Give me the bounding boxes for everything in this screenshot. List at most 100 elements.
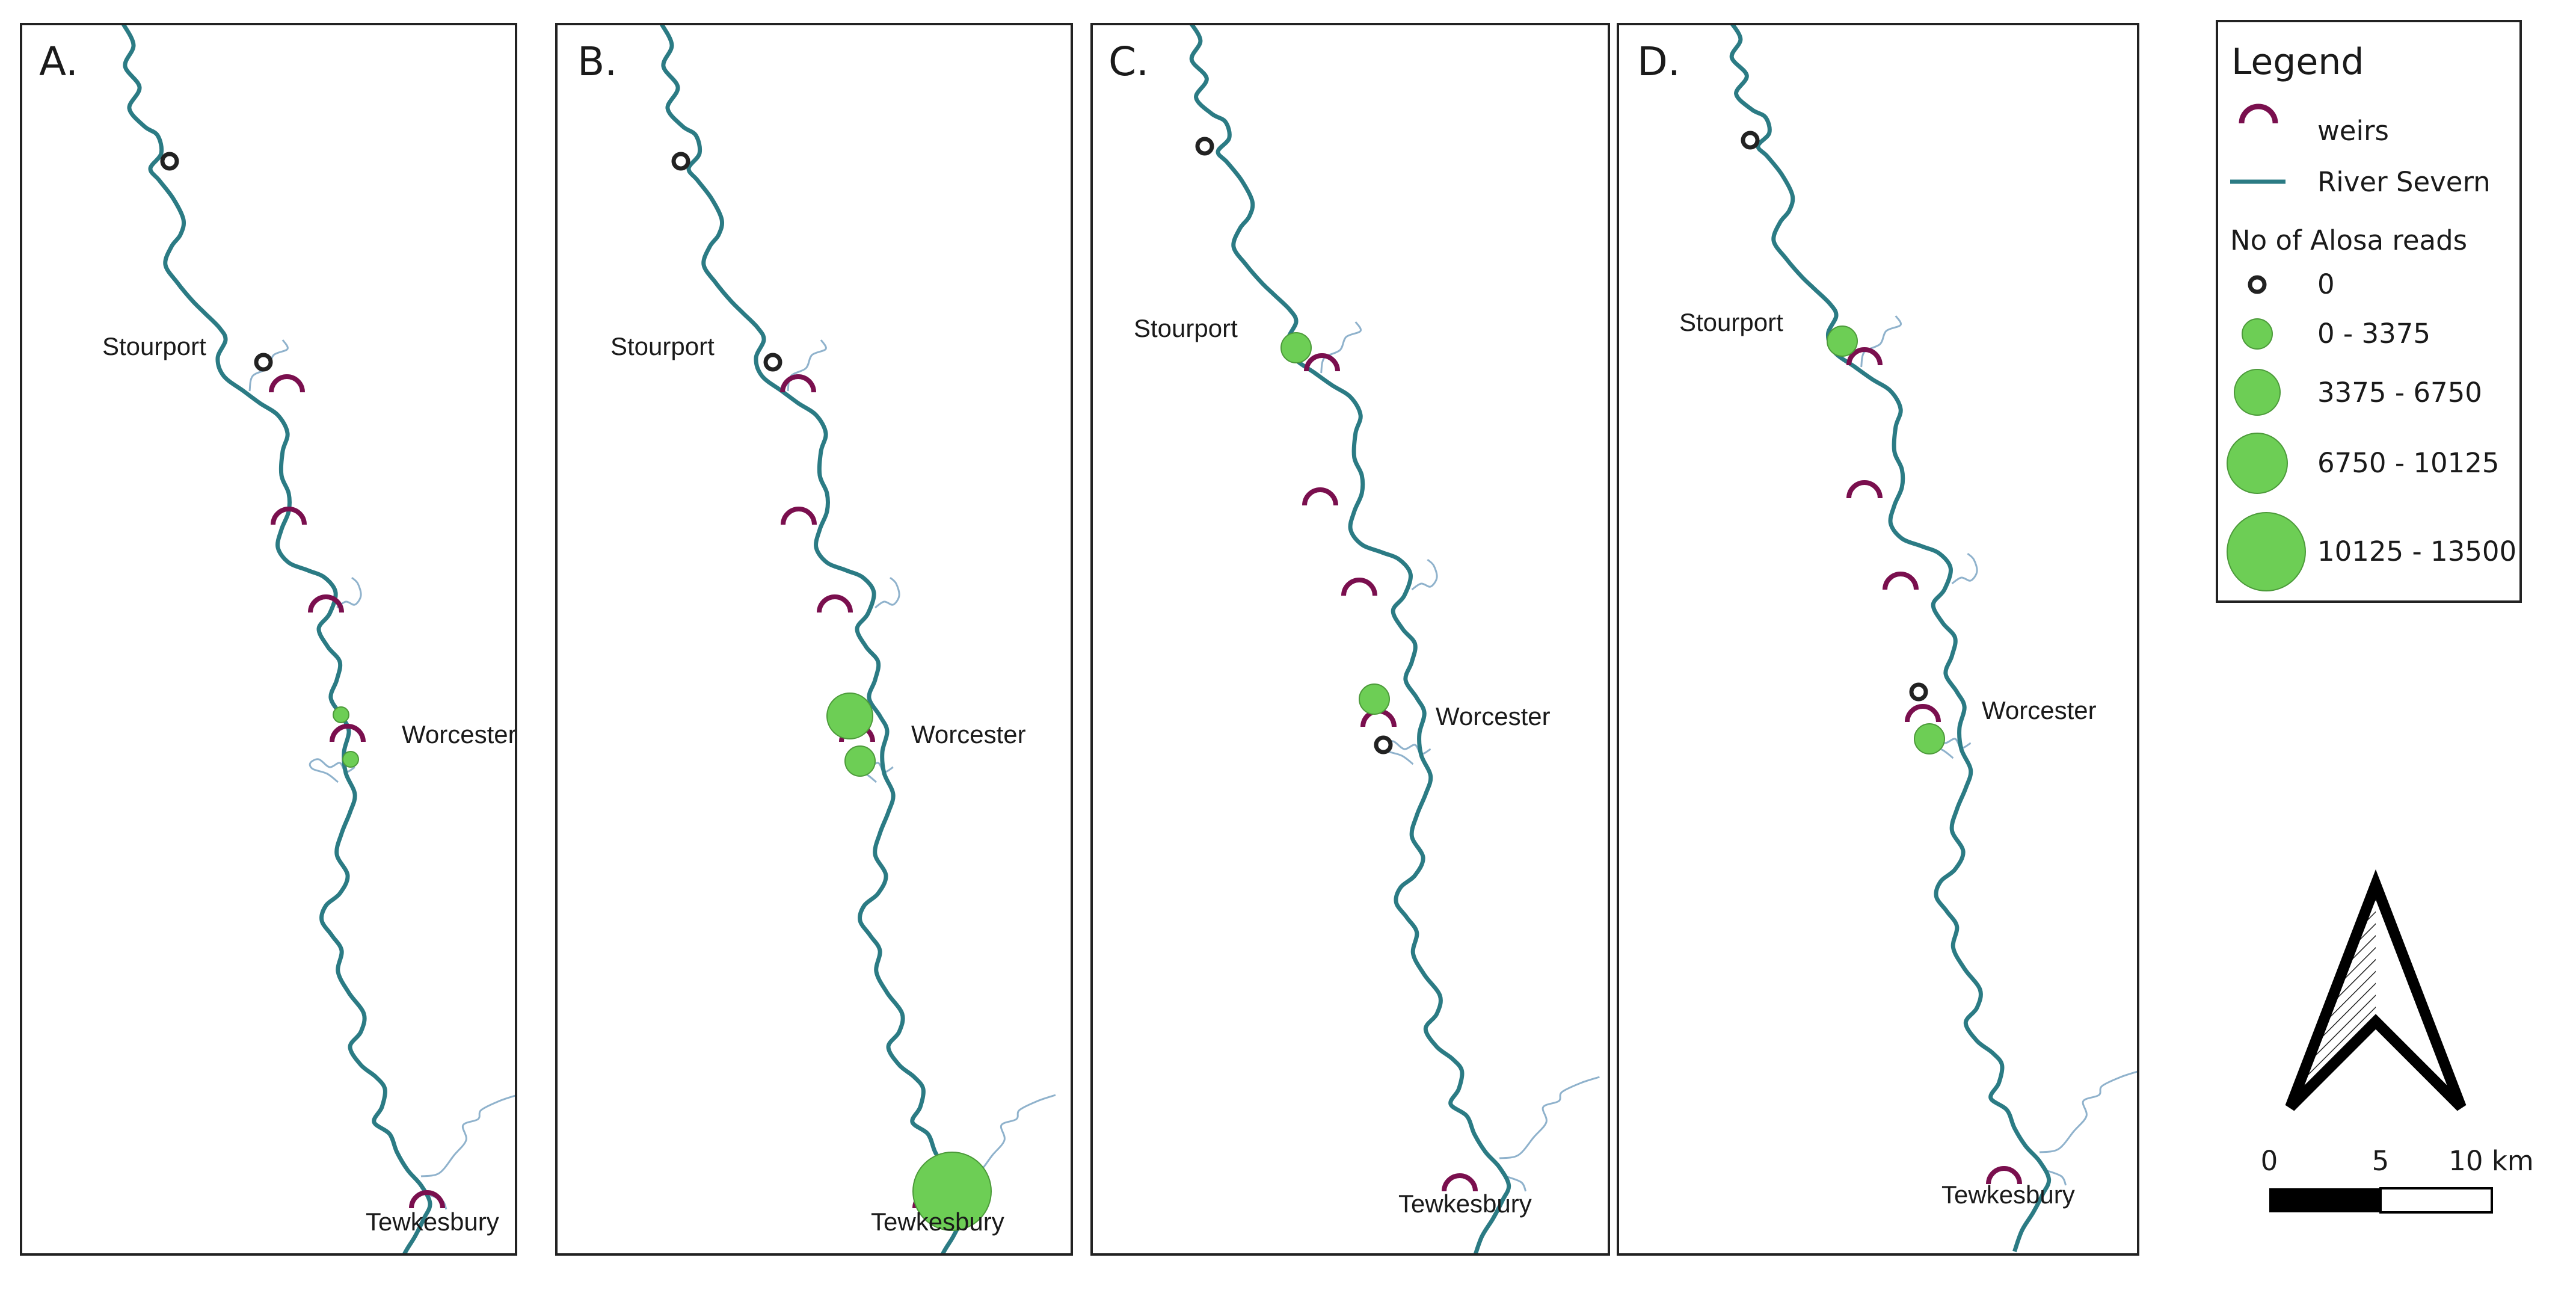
panel-label: D. [1637,39,1680,85]
zero-reads-marker [671,152,690,171]
zero-reads-marker [254,353,273,372]
zero-reads-marker [1909,682,1928,702]
scale-tick-10: 10 km [2448,1145,2533,1177]
tributary [787,339,827,392]
weir-marker [1883,572,1919,590]
tributary [1505,1175,1527,1192]
weir-marker [409,1190,445,1209]
river-severn-line [1729,24,2052,1253]
map-panel-c: Stourport Worcester Tewkesbury C. [1090,23,1610,1256]
scale-bar: 0 5 10 km [2261,1145,2534,1214]
river-severn-line [659,24,971,1254]
map-content [121,24,516,1254]
place-label-stourport: Stourport [1679,308,1783,336]
weir-marker [269,374,305,393]
place-label-stourport: Stourport [610,332,715,360]
scale-tick-5: 5 [2372,1145,2390,1177]
alosa-reads-circle [826,693,873,739]
legend-title: Legend [2231,41,2364,83]
tributary [1320,321,1362,374]
panel-label: C. [1108,39,1149,85]
legend-class-1: 0 - 3375 [2317,318,2430,350]
map-panel-b: Stourport Worcester Tewkesbury B. [555,23,1073,1256]
weir-marker [817,594,853,613]
place-label-worcester: Worcester [1436,702,1551,730]
weir-marker [330,724,366,742]
tributary [1499,1076,1600,1159]
tributary [2039,1070,2138,1153]
alosa-reads-circle [1359,683,1390,715]
reads-legend-circle-3 [2227,433,2288,494]
place-label-tewkesbury: Tewkesbury [1941,1180,2075,1209]
place-label-stourport: Stourport [102,332,206,360]
north-arrow-outline [2285,869,2467,1111]
panel-frame [555,23,1073,1256]
map-content [1729,24,2138,1253]
tributary [875,576,900,609]
weir-marker [781,507,817,525]
weir-marker [1304,353,1340,372]
tributary [2045,1169,2067,1186]
alosa-reads-circle [912,1152,992,1231]
weir-marker [308,594,344,613]
legend-class-3: 6750 - 10125 [2317,447,2500,479]
map-content [1188,24,1600,1254]
tributary [1411,558,1438,591]
weir-marker [271,507,307,525]
legend: Legend weirs River Severn No of Alosa re… [2216,20,2522,603]
place-label-worcester: Worcester [1982,696,2097,724]
panel-frame [20,23,517,1256]
scale-bar-white [2379,1187,2493,1214]
alosa-reads-circle [333,706,349,723]
place-label-tewkesbury: Tewkesbury [366,1208,499,1236]
panel-label: B. [577,39,617,85]
legend-class-2: 3375 - 6750 [2317,377,2482,409]
reads-legend-circle-1 [2242,318,2273,350]
weir-marker [1302,487,1338,506]
reads-legend-circle-4 [2227,512,2306,591]
zero-reads-marker [1195,137,1214,156]
river-severn-line [121,24,432,1254]
panel-frame [1617,23,2139,1256]
tributary [1860,315,1902,368]
zero-reads-legend-symbol [2248,275,2267,294]
weir-marker [1986,1166,2022,1185]
alosa-reads-circle [1914,723,1945,754]
panel-label: A. [39,39,78,85]
reads-legend-circle-2 [2234,369,2281,416]
zero-reads-marker [1741,131,1760,150]
panel-frame [1090,23,1610,1256]
zero-reads-marker [763,353,782,372]
map-content [659,24,1056,1254]
place-label-tewkesbury: Tewkesbury [871,1208,1004,1236]
weir-marker [1442,1173,1478,1192]
tributary [1951,552,1978,585]
map-panel-d: Stourport Worcester Tewkesbury D. [1617,23,2139,1256]
legend-class-4: 10125 - 13500 [2317,535,2516,567]
river-severn-line [1188,24,1511,1254]
map-panels: Stourport Worcester Tewkesbury A. Stourport W… [20,23,2139,1256]
zero-reads-marker [160,152,179,171]
place-label-tewkesbury: Tewkesbury [1398,1189,1532,1218]
alosa-reads-circle [1280,332,1312,363]
alosa-reads-circle [844,745,876,777]
north-arrow [2285,869,2467,1111]
legend-river-label: River Severn [2317,166,2491,198]
tributary [336,576,362,609]
legend-weirs-label: weirs [2317,115,2389,147]
weir-marker [1905,704,1941,723]
place-label-worcester: Worcester [911,720,1026,748]
weir-marker [780,374,816,393]
weir-marker [1341,578,1377,596]
scale-tick-0: 0 [2261,1145,2278,1177]
weir-marker [1846,347,1883,366]
zero-reads-marker [1374,735,1393,754]
place-label-stourport: Stourport [1134,314,1238,342]
alosa-reads-circle [342,751,359,768]
scale-bar-black [2269,1188,2381,1212]
weir-marker [1846,480,1883,499]
tributary [420,1094,516,1177]
place-label-worcester: Worcester [402,720,517,748]
map-panel-a: Stourport Worcester Tewkesbury A. [20,23,517,1256]
